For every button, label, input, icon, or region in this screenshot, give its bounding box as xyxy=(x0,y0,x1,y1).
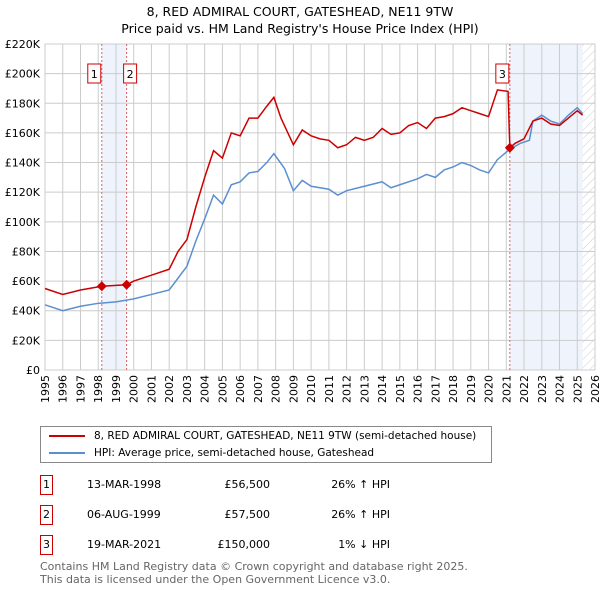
legend: 8, RED ADMIRAL COURT, GATESHEAD, NE11 9T… xyxy=(40,426,492,463)
x-tick-label: 2020 xyxy=(483,375,496,403)
x-tick-label: 2022 xyxy=(518,375,531,403)
series-line-property xyxy=(44,89,584,296)
plot-border xyxy=(44,43,596,371)
series-line-hpi xyxy=(44,106,584,312)
x-tick-label: 2005 xyxy=(216,375,229,403)
x-tick-label: 1996 xyxy=(57,375,70,403)
sale-label: 1 xyxy=(91,68,98,81)
y-tick-label: £20K xyxy=(12,334,41,347)
legend-item-property: 8, RED ADMIRAL COURT, GATESHEAD, NE11 9T… xyxy=(49,428,476,444)
sale-hpi-diff: 26% ↑ HPI xyxy=(331,508,390,521)
legend-label: HPI: Average price, semi-detached house,… xyxy=(94,447,375,459)
y-tick-label: £100K xyxy=(5,216,41,229)
sale-hpi-diff: 1% ↓ HPI xyxy=(338,538,390,551)
x-tick-label: 2016 xyxy=(412,375,425,403)
sale-label: 2 xyxy=(127,68,134,81)
x-tick-label: 2011 xyxy=(323,375,336,403)
x-tick-label: 2000 xyxy=(128,375,141,403)
y-tick-label: £180K xyxy=(5,97,41,110)
sale-label-box xyxy=(87,63,102,84)
legend-item-hpi: HPI: Average price, semi-detached house,… xyxy=(49,445,374,461)
x-tick-label: 2013 xyxy=(358,375,371,403)
sale-point xyxy=(121,279,132,290)
y-tick-label: £140K xyxy=(5,157,41,170)
x-tick-label: 1999 xyxy=(110,375,123,403)
x-tick-label: 1995 xyxy=(39,375,52,403)
shaded-period xyxy=(509,44,583,370)
chart-subtitle: Price paid vs. HM Land Registry's House … xyxy=(121,21,479,36)
sale-row: 3 19-MAR-2021 £150,000 1% ↓ HPI xyxy=(40,535,440,555)
sale-label: 3 xyxy=(499,68,506,81)
x-tick-label: 2024 xyxy=(554,375,567,403)
x-tick-label: 2003 xyxy=(181,375,194,403)
x-tick-label: 1998 xyxy=(92,375,105,403)
sale-date: 19-MAR-2021 xyxy=(87,538,162,551)
sale-label-box xyxy=(495,63,510,84)
x-tick-label: 2015 xyxy=(394,375,407,403)
y-tick-label: £220K xyxy=(5,38,41,51)
forecast-hatch xyxy=(582,44,595,370)
sale-price: £56,500 xyxy=(224,478,271,491)
sale-row: 1 13-MAR-1998 £56,500 26% ↑ HPI xyxy=(40,475,440,495)
x-tick-label: 2023 xyxy=(536,375,549,403)
y-tick-label: £80K xyxy=(12,245,41,258)
x-tick-label: 2010 xyxy=(305,375,318,403)
x-tick-label: 2007 xyxy=(252,375,265,403)
shaded-period xyxy=(101,44,127,370)
sale-point xyxy=(96,281,107,292)
x-tick-label: 2021 xyxy=(500,375,513,403)
x-tick-label: 2026 xyxy=(589,375,600,403)
footer-line: Contains HM Land Registry data © Crown c… xyxy=(40,560,468,573)
y-tick-label: £40K xyxy=(12,305,41,318)
y-tick-label: £0 xyxy=(26,364,40,377)
sale-date: 13-MAR-1998 xyxy=(87,478,162,491)
chart-title: 8, RED ADMIRAL COURT, GATESHEAD, NE11 9T… xyxy=(146,4,454,19)
x-tick-label: 2025 xyxy=(571,375,584,403)
x-tick-label: 2004 xyxy=(199,375,212,403)
y-tick-label: £120K xyxy=(5,186,41,199)
x-tick-label: 2012 xyxy=(341,375,354,403)
x-tick-label: 2019 xyxy=(465,375,478,403)
y-tick-label: £160K xyxy=(5,127,41,140)
sale-row: 2 06-AUG-1999 £57,500 26% ↑ HPI xyxy=(40,505,440,525)
legend-swatch-hpi xyxy=(49,452,85,454)
sale-label-box xyxy=(123,63,138,84)
sale-number: 1 xyxy=(40,475,53,495)
footer-line: This data is licensed under the Open Gov… xyxy=(40,573,391,586)
sale-price: £150,000 xyxy=(217,538,271,551)
sale-point xyxy=(504,142,515,153)
x-tick-label: 2009 xyxy=(287,375,300,403)
x-tick-label: 2002 xyxy=(163,375,176,403)
x-tick-label: 2006 xyxy=(234,375,247,403)
x-tick-label: 2001 xyxy=(145,375,158,403)
legend-label: 8, RED ADMIRAL COURT, GATESHEAD, NE11 9T… xyxy=(94,430,477,442)
y-tick-label: £60K xyxy=(12,275,41,288)
sale-date: 06-AUG-1999 xyxy=(87,508,161,521)
x-tick-label: 2008 xyxy=(270,375,283,403)
legend-swatch-property xyxy=(49,435,85,437)
y-tick-label: £200K xyxy=(5,68,41,81)
x-tick-label: 2017 xyxy=(429,375,442,403)
x-tick-label: 2018 xyxy=(447,375,460,403)
x-tick-label: 1997 xyxy=(74,375,87,403)
sale-hpi-diff: 26% ↑ HPI xyxy=(331,478,390,491)
x-tick-label: 2014 xyxy=(376,375,389,403)
sale-number: 2 xyxy=(40,505,53,525)
sale-price: £57,500 xyxy=(224,508,271,521)
sale-number: 3 xyxy=(40,535,53,555)
footer: Contains HM Land Registry data © Crown c… xyxy=(40,560,468,586)
plot-area: 1995 1996 1997 1998 1999 2000 2001 2002 2003 2004… xyxy=(5,38,600,403)
